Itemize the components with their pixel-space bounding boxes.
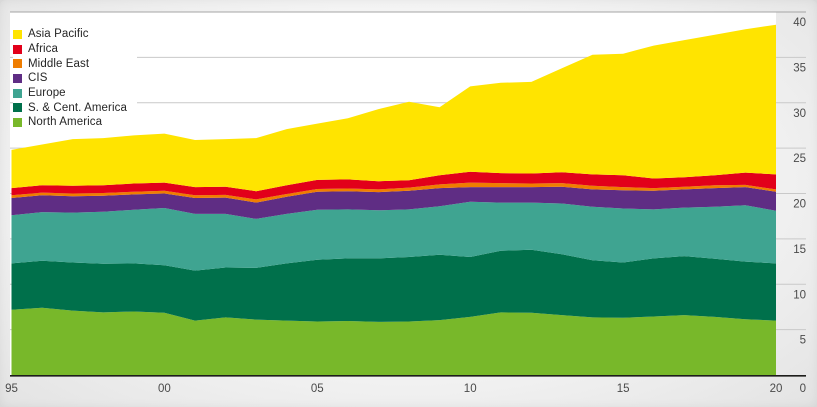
area-s_cent_america: [11, 249, 776, 322]
y-axis-tick-0: 0: [800, 383, 806, 395]
y-axis-tick-10: 10: [793, 289, 806, 301]
legend-color-swatch: [13, 59, 22, 69]
legend-label: Asia Pacific: [28, 28, 89, 41]
legend-color-swatch: [13, 44, 22, 54]
legend-color-swatch: [13, 117, 22, 127]
y-axis-tick-20: 20: [793, 199, 806, 211]
legend-item-africa: Africa: [13, 42, 127, 57]
legend-item-europe: Europe: [13, 86, 127, 101]
area-middle_east: [11, 182, 776, 203]
x-axis-tick-00: 00: [158, 383, 171, 395]
area-asia_pacific: [11, 24, 776, 192]
legend-item-north-america: North America: [13, 115, 127, 130]
y-axis-tick-15: 15: [793, 244, 806, 256]
x-axis-tick-95: 95: [5, 383, 18, 395]
area-cis: [11, 186, 776, 219]
x-axis-tick-15: 15: [617, 383, 630, 395]
y-axis-tick-35: 35: [793, 62, 806, 74]
legend-color-swatch: [13, 103, 22, 113]
x-axis-tick-20: 20: [770, 383, 783, 395]
legend-label: CIS: [28, 72, 48, 85]
legend-item-cis: CIS: [13, 71, 127, 86]
legend-label: North America: [28, 116, 103, 129]
area-africa: [11, 171, 776, 200]
chart-legend: Asia Pacific Africa Middle East CIS Euro…: [13, 25, 137, 132]
y-axis-tick-5: 5: [800, 335, 806, 347]
y-axis-tick-25: 25: [793, 153, 806, 165]
legend-item-middle-east: Middle East: [13, 56, 127, 71]
legend-label: Africa: [28, 43, 58, 56]
y-axis-tick-40: 40: [793, 17, 806, 29]
area-north_america: [11, 307, 776, 375]
legend-item-s-cent-america: S. & Cent. America: [13, 100, 127, 115]
y-axis-tick-30: 30: [793, 108, 806, 120]
legend-label: Europe: [28, 87, 66, 100]
x-axis-tick-05: 05: [311, 383, 324, 395]
legend-color-swatch: [13, 29, 22, 39]
legend-color-swatch: [13, 73, 22, 83]
legend-label: S. & Cent. America: [28, 101, 127, 114]
area-europe: [11, 201, 776, 271]
legend-item-asia-pacific: Asia Pacific: [13, 27, 127, 42]
x-axis-tick-10: 10: [464, 383, 477, 395]
legend-color-swatch: [13, 88, 22, 98]
legend-label: Middle East: [28, 57, 90, 70]
